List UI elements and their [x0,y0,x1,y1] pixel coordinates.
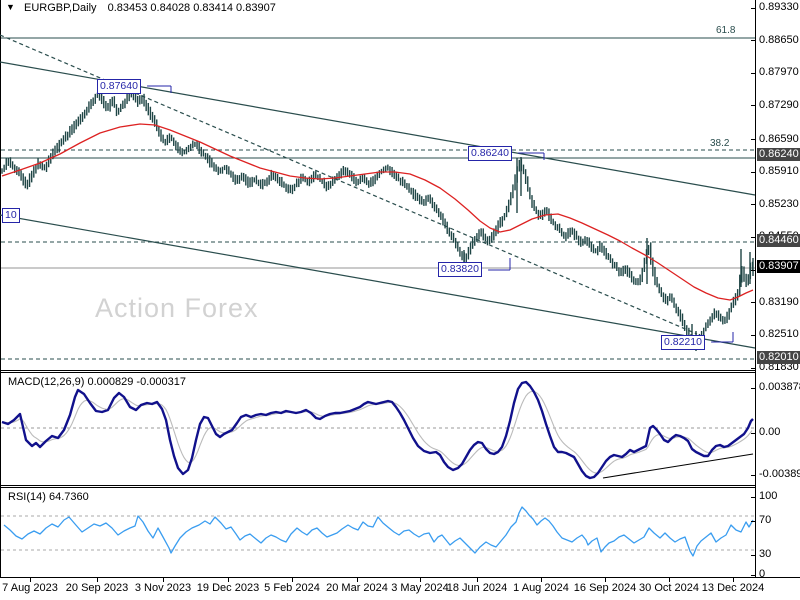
macd-axis-label: 0.003878 [759,381,800,393]
price-axis-tick [751,7,755,9]
price-axis-label: 0.87970 [759,66,799,79]
date-axis-tick [541,578,542,582]
price-axis-tick [751,302,755,304]
date-label: 30 Oct 2024 [639,582,699,594]
ohlc-quote-label: 0.83453 0.84028 0.83414 0.83907 [107,2,276,14]
date-axis-tick [30,578,31,582]
rsi-axis-label: 30 [759,548,772,560]
price-axis-label: 0.85910 [759,165,799,178]
date-axis-tick [357,578,358,582]
price-axis-tick [751,40,755,42]
current-price-axis-label: 0.83907 [757,260,800,273]
rsi-axis-tick [751,555,755,556]
date-axis-tick [669,578,670,582]
date-label: 3 May 2024 [391,582,449,594]
date-axis-tick [97,578,98,582]
symbol-period-label[interactable]: EURGBP,Daily [23,2,97,14]
price-axis-tick [751,105,755,107]
rsi-axis-tick [751,497,755,498]
price-axis-tick [751,139,755,141]
price-axis-tick [751,236,755,238]
price-axis-tick [751,171,755,173]
date-axis-tick [292,578,293,582]
price-axis-label: 0.89330 [759,1,799,13]
rsi-axis-label: 70 [759,514,772,526]
price-axis-label: 0.81830 [759,361,799,373]
rsi-axis-tick [751,575,755,576]
price-axis-tick [751,269,755,271]
date-label: 20 Mar 2024 [326,582,388,594]
rsi-indicator-label: RSI(14) 64.7360 [8,491,89,503]
price-axis-label: 0.82510 [759,328,799,341]
price-axis-tick [751,204,755,206]
date-axis-tick [605,578,606,582]
date-label: 1 Aug 2024 [513,582,569,594]
price-annotation[interactable]: 0.86240 [468,146,512,161]
price-axis-tick [751,334,755,336]
macd-axis-tick [751,388,755,389]
date-label: 19 Dec 2023 [196,582,260,594]
trendline-id-label[interactable]: 10 [2,208,20,223]
price-axis-tick [751,72,755,74]
rsi-axis-tick [751,521,755,522]
date-label: 18 Jun 2024 [446,582,508,594]
rsi-axis-label: 0 [759,568,766,580]
macd-axis-label: 0.00 [759,426,781,438]
price-axis-label: 0.88650 [759,33,799,46]
macd-axis-label: -0.003894 [759,468,800,480]
price-annotation[interactable]: 0.87640 [97,79,141,94]
macd-axis-tick [751,475,755,476]
date-axis-tick [477,578,478,582]
date-label: 16 Sep 2024 [573,582,637,594]
date-axis-tick [733,578,734,582]
fib-61.8-label: 61.8 [716,25,736,36]
date-label: 5 Feb 2024 [264,582,320,594]
fib-38.2-label: 38.2 [710,138,730,149]
price-axis-label: 0.87290 [759,98,799,111]
date-label: 7 Aug 2023 [2,582,58,594]
date-label: 3 Nov 2023 [134,582,192,594]
date-label: 13 Dec 2024 [701,582,765,594]
price-axis-label: 0.86590 [759,132,799,145]
date-axis-tick [163,578,164,582]
symbol-dropdown-icon[interactable]: ▼ [6,2,15,12]
macd-indicator-label: MACD(12,26,9) 0.000829 -0.000317 [8,376,186,388]
price-axis-label: 0.85230 [759,197,799,210]
price-axis-label: 0.83190 [759,295,799,308]
date-axis-tick [420,578,421,582]
chart-title-row: ▼ EURGBP,Daily 0.83453 0.84028 0.83414 0… [6,2,276,14]
date-label: 20 Sep 2023 [65,582,129,594]
level-axis-label: 0.86240 [757,148,800,161]
watermark: Action Forex [95,293,259,323]
price-annotation[interactable]: 0.83820 [438,262,482,277]
date-axis-tick [228,578,229,582]
macd-axis-tick [751,433,755,434]
price-annotation[interactable]: 0.82210 [661,335,705,350]
level-axis-label: 0.82010 [757,351,800,364]
level-axis-label: 0.84460 [757,234,800,247]
rsi-axis-label: 100 [759,490,778,502]
price-axis-tick [751,367,755,369]
